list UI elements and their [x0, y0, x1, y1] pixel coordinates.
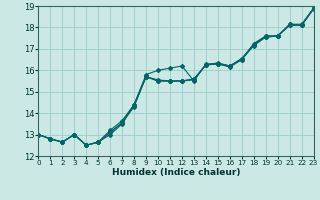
- X-axis label: Humidex (Indice chaleur): Humidex (Indice chaleur): [112, 168, 240, 177]
